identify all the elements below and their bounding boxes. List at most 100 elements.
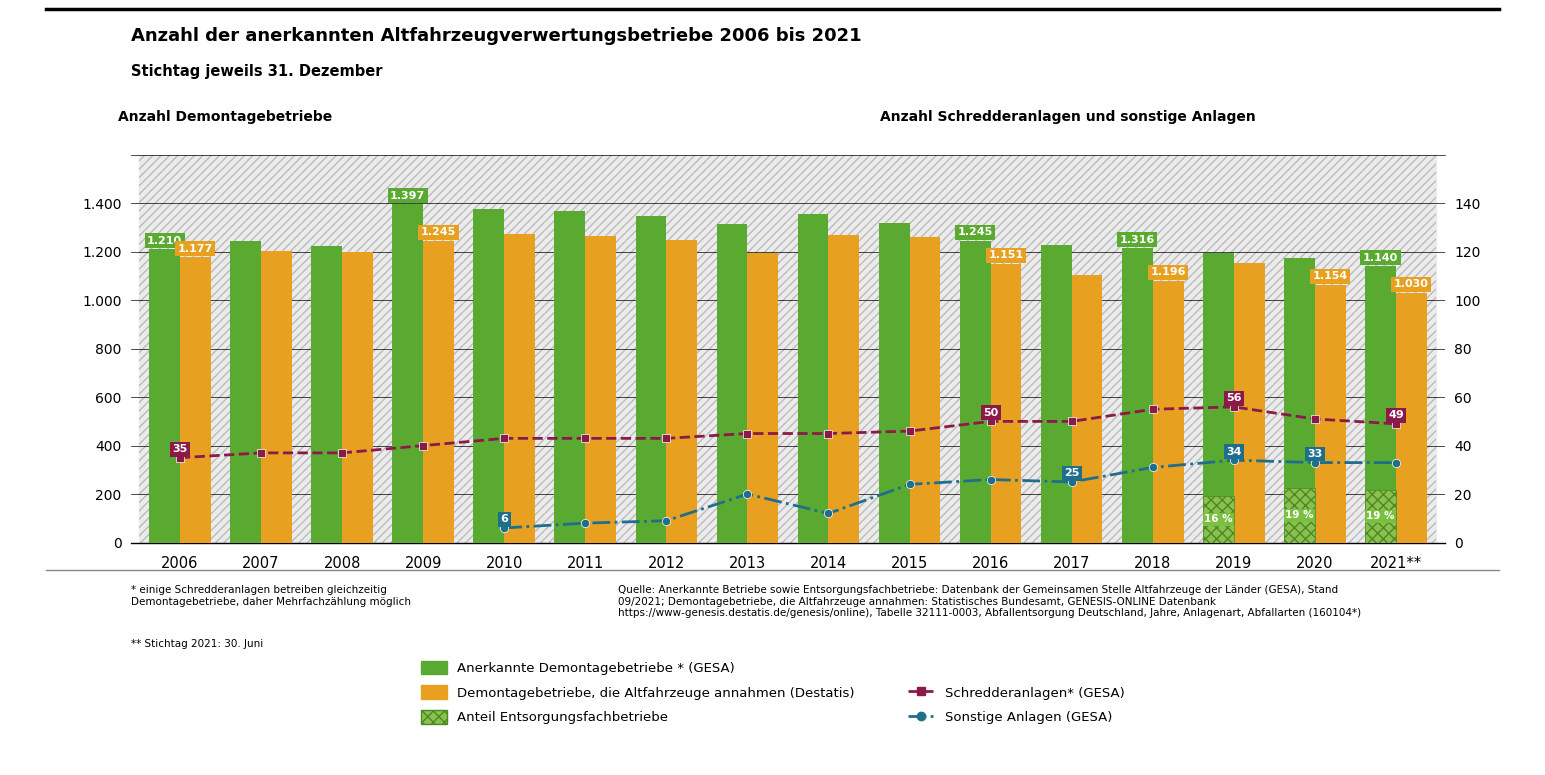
Bar [341, 252, 372, 542]
Text: Anzahl der anerkannten Altfahrzeugverwertungsbetriebe 2006 bis 2021: Anzahl der anerkannten Altfahrzeugverwer… [131, 27, 862, 45]
Bar [1204, 496, 1234, 542]
Text: 25: 25 [1065, 468, 1080, 478]
Bar [828, 235, 859, 542]
Schredderanlagen* (GESA) [1225, 402, 1244, 412]
Schredderanlagen* (GESA) [1143, 405, 1162, 414]
Bar [1193, 155, 1275, 542]
Bar [626, 155, 708, 542]
Bar [392, 204, 423, 542]
Line: Sonstige Anlagen (GESA): Sonstige Anlagen (GESA) [501, 456, 1400, 532]
Bar [1366, 490, 1397, 542]
Bar [221, 155, 301, 542]
Bar [868, 155, 950, 542]
Bar [150, 250, 179, 542]
Bar [179, 257, 210, 542]
Text: * einige Schredderanlagen betreiben gleichzeitig
Demontagebetriebe, daher Mehrfa: * einige Schredderanlagen betreiben glei… [131, 585, 411, 607]
Bar [1031, 155, 1112, 542]
Bar [261, 250, 292, 542]
Bar [666, 239, 697, 542]
Bar [139, 155, 221, 542]
Bar [1041, 245, 1072, 542]
Bar [626, 155, 708, 542]
Sonstige Anlagen (GESA) [901, 480, 919, 489]
Bar [797, 215, 828, 542]
Bar [1112, 155, 1193, 542]
Schredderanlagen* (GESA) [576, 434, 595, 443]
Schredderanlagen* (GESA) [414, 441, 433, 450]
Bar [708, 155, 788, 542]
Bar [1122, 248, 1153, 542]
Schredderanlagen* (GESA) [1387, 419, 1406, 429]
Bar [1275, 155, 1355, 542]
Text: 50: 50 [983, 408, 998, 418]
Text: ** Stichtag 2021: 30. Juni: ** Stichtag 2021: 30. Juni [131, 639, 264, 649]
Sonstige Anlagen (GESA) [1063, 477, 1081, 487]
Bar [788, 155, 868, 542]
Sonstige Anlagen (GESA) [819, 508, 837, 518]
Bar [910, 237, 941, 542]
Bar [1315, 285, 1346, 542]
Text: 1.140: 1.140 [1363, 253, 1398, 263]
Text: 1.397: 1.397 [391, 191, 425, 201]
Schredderanlagen* (GESA) [332, 448, 351, 457]
Sonstige Anlagen (GESA) [1225, 456, 1244, 465]
Text: 1.316: 1.316 [1120, 235, 1156, 245]
Schredderanlagen* (GESA) [739, 429, 757, 438]
Bar [635, 215, 666, 542]
Bar [586, 236, 616, 542]
Text: 6: 6 [501, 515, 508, 525]
Text: 1.030: 1.030 [1394, 280, 1429, 289]
Text: 1.177: 1.177 [178, 244, 213, 254]
Bar [139, 155, 221, 542]
Bar [383, 155, 464, 542]
Bar [1366, 267, 1397, 542]
Text: 16 %: 16 % [1204, 515, 1233, 525]
Bar [950, 155, 1031, 542]
Bar [1355, 155, 1437, 542]
Bar [1072, 275, 1103, 542]
Bar [868, 155, 950, 542]
Bar [464, 155, 545, 542]
Bar [959, 241, 990, 542]
Text: 19 %: 19 % [1285, 511, 1313, 521]
Text: 1.210: 1.210 [147, 236, 182, 246]
Bar [1284, 488, 1315, 542]
Text: Anzahl Demontagebetriebe: Anzahl Demontagebetriebe [119, 110, 332, 124]
Schredderanlagen* (GESA) [901, 426, 919, 436]
Sonstige Anlagen (GESA) [576, 518, 595, 528]
Bar [1355, 155, 1437, 542]
Bar [717, 224, 748, 542]
Text: 56: 56 [1227, 393, 1242, 403]
Bar [1284, 258, 1315, 542]
Schredderanlagen* (GESA) [981, 417, 1000, 426]
Bar [464, 155, 545, 542]
Bar [301, 155, 383, 542]
Bar [1275, 155, 1355, 542]
Sonstige Anlagen (GESA) [1306, 458, 1324, 467]
Text: Quelle: Anerkannte Betriebe sowie Entsorgungsfachbetriebe: Datenbank der Gemeins: Quelle: Anerkannte Betriebe sowie Entsor… [618, 585, 1361, 618]
Sonstige Anlagen (GESA) [657, 516, 675, 525]
Bar [545, 155, 626, 542]
Schredderanlagen* (GESA) [819, 429, 837, 438]
Bar [555, 211, 586, 542]
Text: 1.154: 1.154 [1313, 271, 1347, 281]
Schredderanlagen* (GESA) [657, 434, 675, 443]
Text: 19 %: 19 % [1366, 512, 1395, 522]
Bar [383, 155, 464, 542]
Bar [1234, 263, 1265, 542]
Bar [230, 241, 261, 542]
Text: 1.151: 1.151 [989, 250, 1024, 260]
Schredderanlagen* (GESA) [494, 434, 513, 443]
Bar [1193, 155, 1275, 542]
Text: 34: 34 [1227, 446, 1242, 456]
Text: Stichtag jeweils 31. Dezember: Stichtag jeweils 31. Dezember [131, 64, 383, 78]
Bar [879, 223, 910, 542]
Sonstige Anlagen (GESA) [981, 475, 1000, 484]
Schredderanlagen* (GESA) [1063, 417, 1081, 426]
Bar [301, 155, 383, 542]
Sonstige Anlagen (GESA) [739, 490, 757, 499]
Bar [1112, 155, 1193, 542]
Bar [504, 234, 535, 542]
Bar [311, 246, 341, 542]
Sonstige Anlagen (GESA) [1143, 463, 1162, 472]
